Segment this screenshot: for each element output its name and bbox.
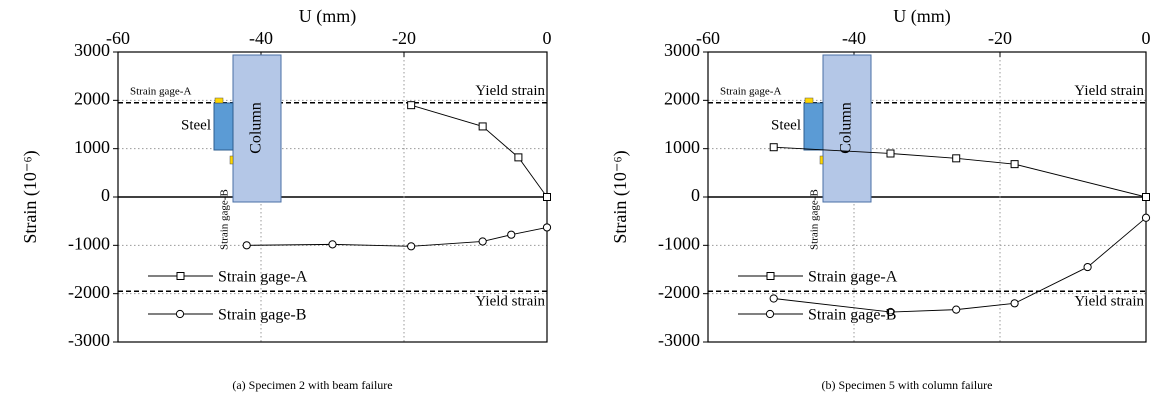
legend-label: Strain gage-A: [218, 269, 308, 286]
x-tick-label: 0: [543, 28, 552, 48]
data-point: [407, 242, 416, 251]
y-tick-label: 1000: [74, 137, 110, 157]
legend-marker: [175, 309, 185, 319]
data-point: [886, 149, 895, 158]
data-point: [886, 307, 895, 317]
y-tick-label: -1000: [68, 233, 110, 253]
steel-shape: [213, 102, 234, 151]
data-point: [407, 101, 416, 110]
yield-label: Yield strain: [1074, 83, 1144, 99]
legend-label: Strain gage-A: [808, 269, 898, 286]
yield-label: Yield strain: [475, 83, 545, 99]
inset-label: Column: [248, 102, 265, 154]
x-tick-label: -20: [988, 28, 1012, 48]
inset-diagram: Column Steel Strain gage-A Strain gage-B: [130, 54, 282, 250]
data-point: [542, 223, 552, 232]
x-tick-label: -40: [249, 28, 273, 48]
data-point: [543, 193, 551, 201]
yield-label: Yield strain: [475, 294, 545, 310]
data-point: [1142, 193, 1150, 201]
data-point: [242, 241, 251, 250]
data-point: [514, 153, 523, 162]
legend-label: Strain gage-B: [218, 307, 306, 324]
y-tick-label: -3000: [68, 330, 110, 350]
data-point: [1083, 262, 1092, 272]
y-tick-label: -1000: [658, 233, 700, 253]
y-tick-label: 3000: [664, 40, 700, 60]
x-tick-label: -60: [106, 28, 130, 48]
series-line: [411, 104, 548, 198]
data-point: [478, 237, 487, 246]
data-point: [952, 305, 961, 314]
x-tick-label: -20: [392, 28, 416, 48]
data-point: [769, 143, 778, 152]
y-tick-label: 1000: [664, 137, 700, 157]
data-point: [769, 294, 778, 303]
inset-label: Column: [838, 102, 855, 154]
y-axis-label: Strain (10⁻⁶): [20, 150, 41, 243]
inset-label: Strain gage-A: [130, 86, 191, 98]
y-tick-label: 3000: [74, 40, 110, 60]
series-line: [773, 217, 1147, 313]
column-shape: [232, 54, 282, 203]
y-tick-label: -2000: [658, 282, 700, 302]
data-point: [478, 122, 487, 131]
x-tick-label: -40: [842, 28, 866, 48]
y-tick-label: -2000: [68, 282, 110, 302]
y-tick-label: 0: [101, 185, 110, 205]
inset-label: Strain gage-B: [219, 189, 231, 250]
yield-label: Yield strain: [1074, 294, 1144, 310]
inset-diagram: Column Steel Strain gage-A Strain gage-B: [720, 54, 872, 250]
data-point: [328, 240, 337, 249]
y-tick-label: 0: [691, 185, 700, 205]
y-tick-label: 2000: [664, 88, 700, 108]
y-tick-label: 2000: [74, 88, 110, 108]
caption: (a) Specimen 2 with beam failure: [232, 378, 392, 392]
data-point: [1010, 299, 1019, 308]
inset-label: Steel: [181, 117, 211, 133]
caption: (b) Specimen 5 with column failure: [822, 378, 993, 392]
gage-a-shape: [214, 97, 224, 104]
data-point: [952, 154, 961, 163]
data-point: [1141, 213, 1151, 222]
steel-shape: [803, 102, 824, 151]
x-tick-label: 0: [1142, 28, 1151, 48]
legend-marker: [176, 272, 185, 280]
legend-marker: [766, 272, 775, 280]
y-tick-label: -3000: [658, 330, 700, 350]
x-tick-label: -60: [696, 28, 720, 48]
y-axis-label: Strain (10⁻⁶): [610, 150, 631, 243]
inset-label: Steel: [771, 117, 801, 133]
legend-label: Strain gage-B: [808, 307, 896, 324]
legend-marker: [765, 309, 775, 319]
series-line: [246, 227, 548, 247]
inset-label: Strain gage-B: [809, 189, 821, 250]
x-axis-label: U (mm): [893, 6, 951, 27]
gage-b-shape: [229, 155, 234, 165]
gage-b-shape: [819, 155, 824, 165]
x-axis-label: U (mm): [299, 6, 357, 27]
gage-a-shape: [804, 97, 814, 104]
data-point: [507, 230, 516, 239]
inset-label: Strain gage-A: [720, 86, 781, 98]
data-point: [1010, 160, 1019, 169]
